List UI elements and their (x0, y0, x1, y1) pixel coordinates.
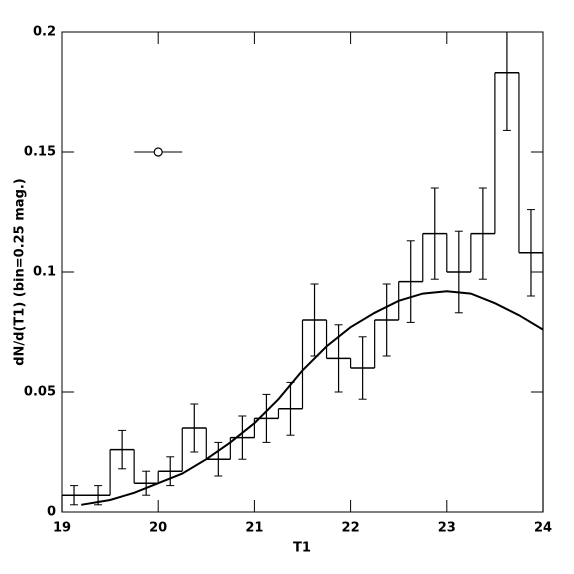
model-curve (81, 290, 544, 506)
x-tick-label: 20 (149, 521, 167, 536)
y-tick-label: 0 (47, 505, 56, 520)
y-tick-label: 0.2 (33, 25, 56, 40)
x-axis-label: T1 (293, 541, 311, 556)
x-tick-label: 19 (53, 521, 71, 536)
x-tick-label: 22 (342, 521, 360, 536)
y-tick-label: 0.1 (33, 265, 56, 280)
x-tick-label: 21 (245, 521, 263, 536)
x-tick-label: 23 (438, 521, 456, 536)
y-tick-label: 0.15 (24, 145, 56, 160)
reference-point (153, 147, 163, 157)
y-tick-label: 0.05 (24, 385, 56, 400)
y-axis-label: dN/d(T1) (bin=0.25 mag.) (13, 178, 28, 366)
x-tick-label: 24 (534, 521, 552, 536)
